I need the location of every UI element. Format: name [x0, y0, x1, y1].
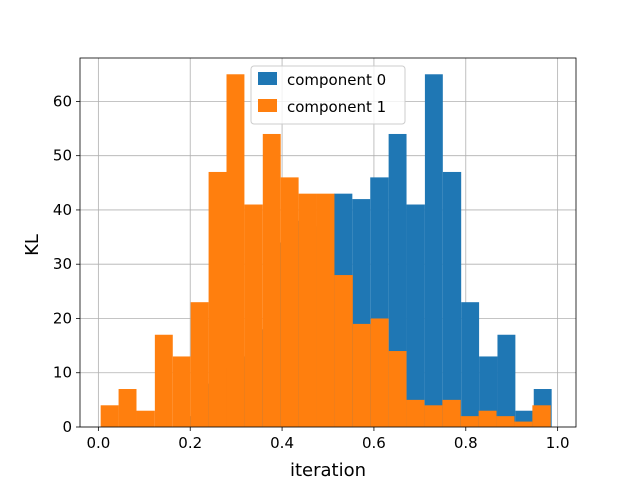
- histogram-bar: [172, 356, 191, 427]
- x-tick-label: 0.0: [86, 434, 110, 452]
- histogram-bar: [154, 334, 173, 427]
- y-tick-label: 30: [53, 255, 72, 273]
- legend-label-component-0: component 0: [287, 71, 386, 89]
- x-tick-label: 0.6: [362, 434, 386, 452]
- histogram-bar: [118, 389, 137, 427]
- y-axis-label: KL: [22, 234, 43, 256]
- histogram-bar: [478, 410, 497, 427]
- histogram-bar: [497, 334, 516, 427]
- histogram-bar: [352, 323, 371, 427]
- y-tick-label: 50: [53, 147, 72, 165]
- histogram-bar: [208, 171, 227, 427]
- legend-label-component-1: component 1: [287, 98, 386, 116]
- x-tick-label: 0.8: [454, 434, 478, 452]
- histogram-bar: [496, 416, 515, 427]
- legend-swatch-component-0: [258, 72, 277, 85]
- histogram-bar: [226, 74, 245, 427]
- legend-frame: [250, 65, 406, 125]
- histogram-bar: [514, 421, 533, 427]
- histogram-bar: [479, 356, 498, 427]
- histogram-bar: [190, 302, 209, 427]
- bars: [100, 74, 552, 427]
- x-tick-label: 0.2: [178, 434, 202, 452]
- histogram-bar: [388, 351, 407, 427]
- series-1: [100, 74, 551, 427]
- histogram-bar: [316, 193, 335, 427]
- x-axis-label: iteration: [290, 460, 366, 480]
- histogram-bar: [532, 405, 551, 427]
- histogram-bar: [244, 204, 263, 427]
- histogram-bar: [298, 193, 317, 427]
- y-tick-label: 20: [53, 309, 72, 327]
- histogram-bar: [406, 204, 425, 427]
- legend: component 0 component 1: [250, 65, 406, 125]
- x-tick-label: 0.4: [270, 434, 294, 452]
- histogram-bar: [334, 275, 353, 427]
- histogram-bar: [262, 133, 281, 427]
- histogram-bar: [442, 399, 461, 427]
- histogram-bar: [460, 416, 479, 427]
- histogram-bar: [406, 399, 425, 427]
- legend-swatch-component-1: [258, 99, 277, 112]
- x-tick-label: 1.0: [546, 434, 570, 452]
- histogram-bar: [424, 74, 443, 427]
- histogram-bar: [461, 302, 480, 427]
- histogram-bar: [442, 171, 462, 427]
- histogram-bar: [424, 405, 443, 427]
- x-axis: 0.0 0.2 0.4 0.6 0.8 1.0: [86, 427, 570, 452]
- histogram-bar: [280, 177, 299, 427]
- y-axis: 0 10 20 30 40 50 60: [53, 92, 80, 436]
- histogram-bar: [100, 405, 119, 427]
- histogram-bar: [136, 410, 155, 427]
- y-tick-label: 40: [53, 201, 72, 219]
- plot-frame: [79, 57, 577, 428]
- histogram-bar: [370, 318, 389, 427]
- y-tick-label: 60: [53, 92, 72, 110]
- y-tick-label: 10: [53, 364, 72, 382]
- y-tick-label: 0: [62, 418, 72, 436]
